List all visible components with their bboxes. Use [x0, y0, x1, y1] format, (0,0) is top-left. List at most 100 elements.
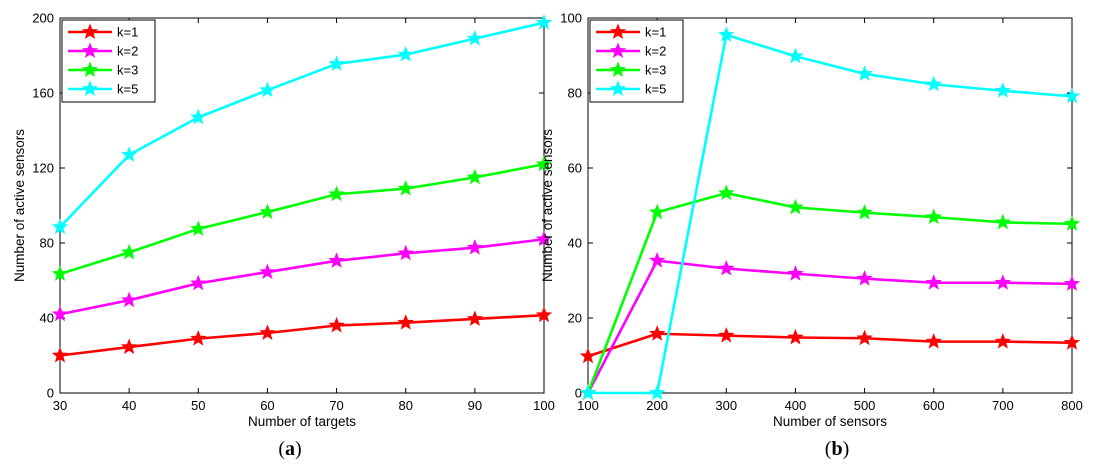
chart-a-point-k=2-0 [51, 305, 69, 322]
chart-b-y-tick-label-4: 80 [568, 86, 582, 101]
chart-a-legend-marker-k=2 [81, 42, 99, 58]
chart-b-point-k=2-1 [648, 252, 666, 268]
chart-a-y-tick-label-2: 80 [40, 236, 54, 251]
chart-b-series-line-k=2 [586, 259, 1073, 394]
chart-b-x-tick-label-5: 600 [923, 398, 945, 413]
chart-b-point-k=1-0 [579, 347, 597, 364]
chart-a-legend-marker-k=1 [81, 23, 99, 39]
chart-b-point-k=5-5 [925, 75, 942, 92]
chart-a-series-line-k=3 [59, 162, 545, 276]
chart-b-point-k=1-2 [718, 327, 735, 343]
chart-b-point-k=3-4 [856, 203, 873, 220]
chart-b-legend-marker-k=1 [609, 23, 627, 39]
chart-b-point-k=2-4 [856, 270, 873, 286]
chart-b-point-k=3-2 [718, 184, 735, 201]
chart-b-point-k=1-1 [648, 325, 666, 341]
chart-b-point-k=3-3 [787, 198, 804, 215]
chart-a-x-tick-label-1: 40 [122, 398, 136, 413]
chart-a-legend-marker-k=5 [81, 80, 99, 96]
chart-b-point-k=2-5 [925, 274, 942, 290]
chart-a-point-k=1-3 [259, 324, 276, 340]
chart-a-point-k=1-4 [328, 316, 345, 333]
chart-b-y-tick-label-5: 100 [560, 11, 582, 26]
panel-label-a-text: a [285, 438, 295, 460]
chart-a-point-k=2-5 [397, 244, 414, 261]
chart-a-x-tick-label-0: 30 [53, 398, 67, 413]
chart-a-point-k=1-2 [190, 330, 207, 346]
panel-label-b: (b) [824, 438, 850, 460]
chart-b-legend-marker-k=2 [609, 42, 627, 58]
chart-b-point-k=5-4 [856, 65, 873, 81]
chart-a-y-tick-label-1: 40 [40, 311, 54, 326]
chart-b-x-tick-label-6: 700 [992, 398, 1014, 413]
chart-b-x-tick-label-0: 100 [577, 398, 599, 413]
chart-a-y-tick-label-0: 0 [47, 386, 54, 401]
chart-a-point-k=2-7 [535, 230, 553, 247]
chart-a-point-k=5-3 [259, 81, 276, 98]
chart-a-series-line-k=2 [59, 237, 545, 316]
chart-a-point-k=5-7 [535, 14, 553, 30]
chart-b-point-k=5-1 [648, 384, 666, 400]
chart-a-point-k=5-6 [466, 30, 484, 46]
chart-panel-a: 30 40 50 60 70 80 90 100 0 40 80 120 160 200 Number of… [12, 11, 555, 430]
chart-a-point-k=3-1 [120, 243, 138, 260]
panel-label-a: (a) [278, 438, 302, 460]
chart-a-point-k=5-2 [190, 108, 207, 125]
chart-b-legend-label-k=5: k=5 [645, 82, 666, 97]
chart-b-point-k=3-7 [1063, 215, 1081, 231]
chart-b-point-k=5-0 [579, 384, 597, 400]
chart-a-legend-label-k=5: k=5 [117, 82, 138, 97]
chart-a-point-k=3-5 [397, 180, 414, 196]
chart-a-point-k=5-5 [397, 45, 414, 62]
chart-a-point-k=5-1 [120, 146, 138, 162]
chart-b-point-k=2-7 [1063, 275, 1081, 291]
chart-b-x-axis-label: Number of sensors [773, 414, 887, 429]
chart-a-point-k=1-7 [535, 306, 553, 323]
chart-a-y-tick-label-5: 200 [32, 11, 54, 26]
chart-b-x-tick-label-4: 500 [854, 398, 876, 413]
chart-b-point-k=5-2 [718, 26, 735, 42]
chart-a-point-k=2-6 [466, 239, 484, 255]
chart-a-point-k=3-3 [259, 203, 276, 220]
chart-a-point-k=3-2 [190, 220, 207, 236]
chart-b-point-k=2-6 [994, 274, 1012, 290]
chart-a-series-line-k=1 [59, 313, 545, 357]
chart-b-y-tick-label-2: 40 [568, 236, 582, 251]
chart-b-y-tick-label-0: 0 [575, 386, 582, 401]
chart-b-point-k=5-3 [787, 47, 804, 64]
chart-a-point-k=2-4 [328, 252, 345, 268]
chart-a-y-tick-label-3: 120 [32, 161, 54, 176]
chart-b-legend-marker-k=5 [609, 80, 627, 96]
chart-b-legend-label-k=3: k=3 [645, 63, 666, 78]
chart-b-point-k=5-7 [1063, 87, 1081, 104]
chart-panel-b: 100 200 300 400 500 600 700 800 0 20 40 60 80 100 Numb… [540, 11, 1083, 430]
chart-b-series-line-k=5 [588, 33, 1073, 395]
chart-a-x-tick-label-2: 50 [191, 398, 205, 413]
chart-a-legend-label-k=1: k=1 [117, 25, 138, 40]
chart-b-point-k=1-7 [1063, 334, 1081, 350]
chart-a-x-tick-label-6: 90 [468, 398, 482, 413]
chart-a-point-k=3-4 [328, 185, 345, 202]
chart-b-point-k=1-5 [925, 333, 942, 349]
chart-a-point-k=2-2 [190, 274, 207, 291]
chart-b-y-tick-label-3: 60 [568, 161, 582, 176]
chart-b-point-k=2-2 [718, 259, 735, 276]
chart-a-legend-label-k=2: k=2 [117, 44, 138, 59]
chart-a-point-k=3-6 [466, 168, 484, 185]
chart-a-legend-label-k=3: k=3 [117, 63, 138, 78]
chart-a-point-k=3-0 [51, 265, 69, 281]
chart-b-point-k=3-5 [925, 208, 942, 225]
chart-a-series-line-k=5 [59, 21, 545, 228]
chart-a-x-tick-label-7: 100 [533, 398, 555, 413]
chart-b-legend-label-k=2: k=2 [645, 44, 666, 59]
chart-b-point-k=1-4 [856, 329, 873, 346]
chart-b-y-axis-label: Number of active sensors [540, 129, 555, 282]
chart-b-point-k=3-1 [648, 203, 666, 220]
chart-a-x-tick-label-5: 80 [398, 398, 412, 413]
chart-b-point-k=3-6 [994, 213, 1012, 230]
chart-a-legend-marker-k=3 [81, 61, 99, 77]
chart-a-point-k=1-6 [466, 310, 484, 326]
chart-b-point-k=1-3 [787, 328, 804, 345]
